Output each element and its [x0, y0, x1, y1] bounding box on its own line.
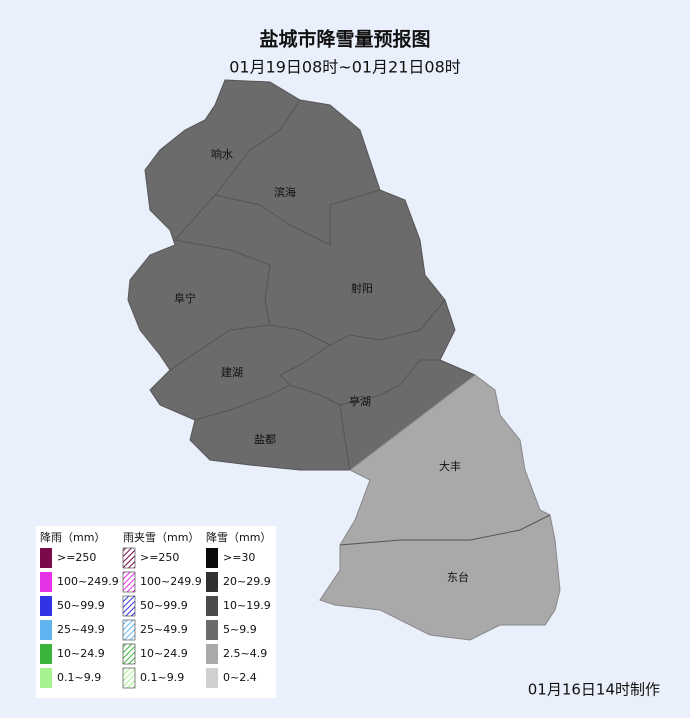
- county-border: [174, 239, 446, 346]
- map-subtitle: 01月19日08时~01月21日08时: [229, 58, 461, 77]
- legend-label: 5~9.9: [223, 623, 257, 636]
- region-label: 滨海: [274, 185, 296, 199]
- region-label: 响水: [211, 148, 233, 161]
- region-label: 东台: [447, 570, 469, 584]
- legend-swatch: [206, 620, 218, 640]
- legend-label: 20~29.9: [223, 575, 271, 588]
- legend-label: 0.1~9.9: [57, 671, 101, 684]
- legend-swatch: [122, 667, 136, 689]
- region-label: 建湖: [221, 365, 243, 379]
- legend-label: 0.1~9.9: [140, 671, 184, 684]
- legend-label: 50~99.9: [57, 599, 105, 612]
- legend-label: 10~24.9: [140, 647, 188, 660]
- legend-label: 10~24.9: [57, 647, 105, 660]
- legend-label: 25~49.9: [57, 623, 105, 636]
- legend-swatch: [206, 596, 218, 616]
- county-border: [339, 359, 440, 406]
- legend-label: 2.5~4.9: [223, 647, 267, 660]
- legend-swatch: [122, 547, 136, 569]
- legend-swatch: [40, 596, 52, 616]
- snow-area-light: [319, 374, 561, 641]
- legend-label: 10~19.9: [223, 599, 271, 612]
- legend-swatch: [40, 620, 52, 640]
- map-title: 盐城市降雪量预报图: [259, 28, 430, 51]
- legend-label: 50~99.9: [140, 599, 188, 612]
- region-label: 射阳: [351, 281, 373, 295]
- legend-swatch: [40, 644, 52, 664]
- legend-label: 100~249.9: [140, 575, 202, 588]
- legend-label: 100~249.9: [57, 575, 119, 588]
- legend-label: 0~2.4: [223, 671, 257, 684]
- legend-swatch: [122, 571, 136, 593]
- region-label: 盐都: [254, 433, 276, 446]
- legend-title: 降雨（mm）: [40, 530, 105, 544]
- legend-title: 雨夹雪（mm）: [123, 531, 199, 544]
- legend-label: >=250: [57, 551, 96, 564]
- legend-swatch: [122, 643, 136, 665]
- county-border: [339, 514, 551, 546]
- legend-swatch: [40, 572, 52, 592]
- legend-swatch: [206, 572, 218, 592]
- region-label: 大丰: [439, 459, 461, 473]
- legend-swatch: [206, 548, 218, 568]
- region-label: 阜宁: [174, 291, 196, 305]
- legend-title: 降雪（mm）: [206, 530, 271, 544]
- legend-swatch: [206, 668, 218, 688]
- legend-swatch: [122, 619, 136, 641]
- snow-area-dark: [127, 79, 476, 471]
- legend-swatch: [206, 644, 218, 664]
- legend-label: >=250: [140, 551, 179, 564]
- legend-label: 25~49.9: [140, 623, 188, 636]
- footer: 01月16日14时制作: [528, 681, 660, 699]
- region-label: 亭湖: [349, 394, 371, 408]
- legend-swatch: [40, 548, 52, 568]
- county-border: [214, 189, 381, 246]
- legend-swatch: [40, 668, 52, 688]
- legend-swatch: [122, 595, 136, 617]
- legend-label: >=30: [223, 551, 255, 564]
- county-border: [174, 99, 301, 241]
- legend-box: [36, 526, 276, 698]
- county-border: [169, 324, 271, 371]
